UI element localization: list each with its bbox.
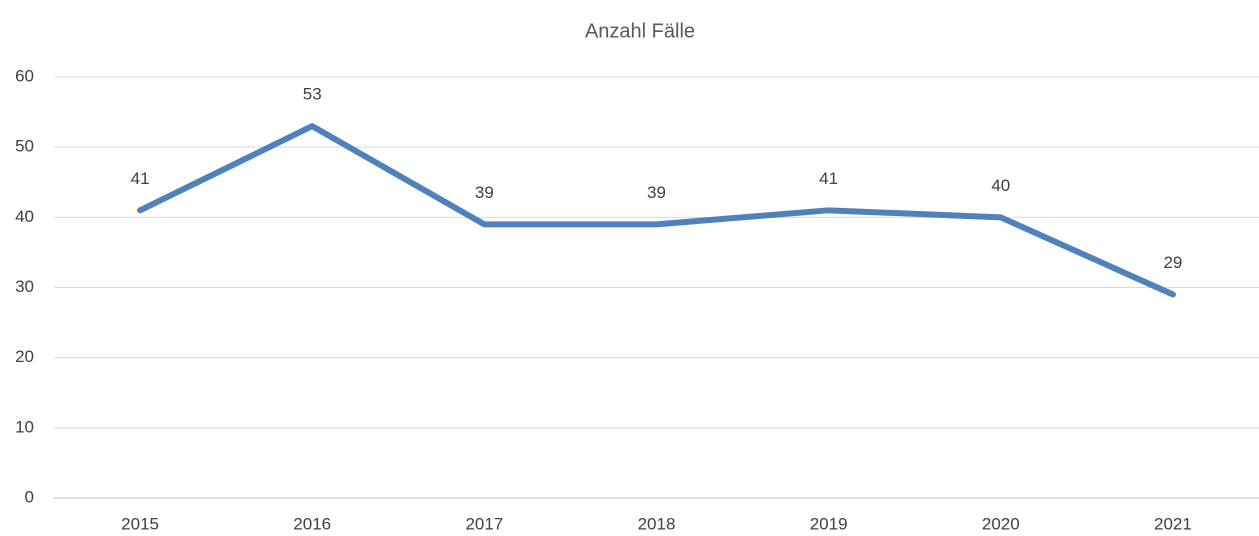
x-tick-label: 2018 xyxy=(638,514,676,533)
line-series xyxy=(137,123,1176,298)
x-tick-label: 2016 xyxy=(293,514,331,533)
data-label: 29 xyxy=(1163,253,1182,272)
x-tick-label: 2017 xyxy=(465,514,503,533)
data-label: 53 xyxy=(303,85,322,104)
data-label: 41 xyxy=(131,169,150,188)
x-tick-label: 2021 xyxy=(1154,514,1192,533)
y-tick-label: 30 xyxy=(15,277,34,296)
y-tick-label: 40 xyxy=(15,207,34,226)
y-tick-label: 50 xyxy=(15,137,34,156)
x-tick-label: 2019 xyxy=(810,514,848,533)
y-tick-label: 60 xyxy=(15,66,34,85)
chart-title: Anzahl Fälle xyxy=(585,20,695,42)
data-label: 39 xyxy=(647,183,666,202)
x-tick-label: 2020 xyxy=(982,514,1020,533)
y-tick-label: 10 xyxy=(15,417,34,436)
data-label: 39 xyxy=(475,183,494,202)
data-label: 41 xyxy=(819,169,838,188)
y-tick-label: 20 xyxy=(15,347,34,366)
y-tick-label: 0 xyxy=(25,487,34,506)
x-tick-label: 2015 xyxy=(121,514,159,533)
data-label: 40 xyxy=(991,176,1010,195)
